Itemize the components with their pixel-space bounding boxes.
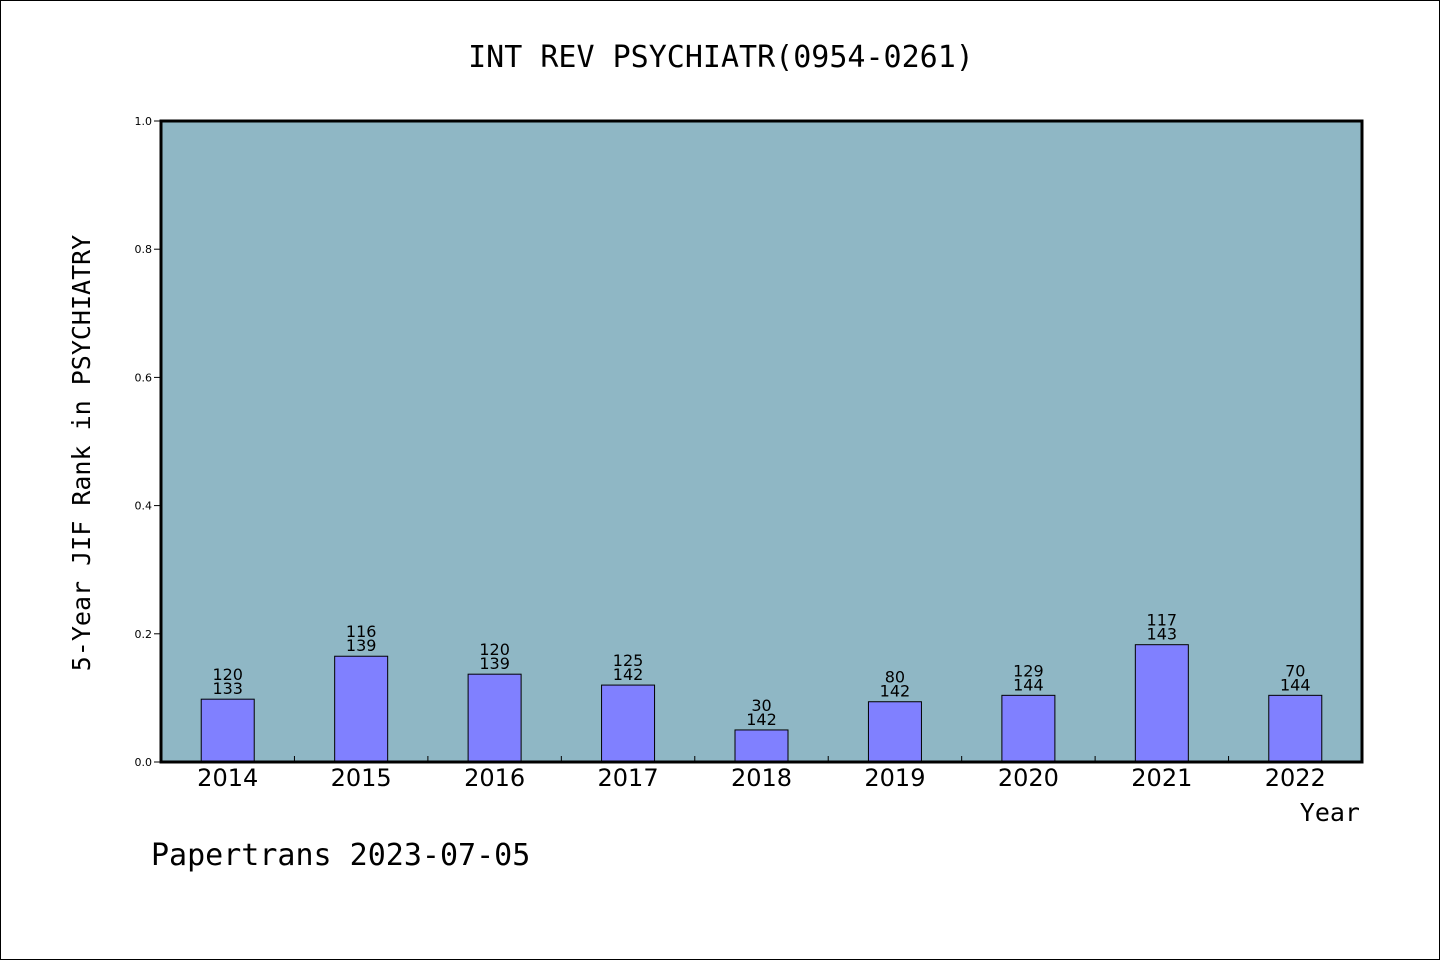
x-tick-label: 2018 [731,764,792,792]
bar-rank-label: 117 [1147,611,1178,630]
y-tick-label: 1.0 [135,115,153,128]
bar-total-label: 139 [479,654,510,673]
bar-2021 [1134,644,1189,763]
y-tick-label: 0.0 [135,756,153,769]
y-tick-label: 0.4 [135,500,153,513]
bar-rank-label: 120 [479,640,510,659]
bar-2017 [601,684,656,763]
bar-total-label: 142 [746,710,777,729]
bar-rank-label: 120 [212,665,243,684]
bar-rank-label: 125 [613,651,644,670]
x-tick-label: 2014 [197,764,258,792]
bar-total-label: 133 [212,679,243,698]
bar-total-label: 144 [1013,675,1044,694]
plot-border [159,119,1364,764]
bar-total-label: 144 [1280,675,1311,694]
bar-total-label: 142 [613,665,644,684]
y-tick-label: 0.8 [135,243,153,256]
y-tick-label: 0.2 [135,628,153,641]
chart-title: INT REV PSYCHIATR(0954-0261) [468,40,974,75]
bar-2015 [334,655,389,763]
footer-credit: Papertrans 2023-07-05 [151,838,530,873]
bar-2022 [1268,694,1323,763]
bar-2020 [1001,694,1056,763]
x-tick-label: 2016 [464,764,525,792]
x-tick-label: 2019 [864,764,925,792]
bar-rank-label: 70 [1285,661,1305,680]
bar-total-label: 142 [880,682,911,701]
x-tick-label: 2020 [998,764,1059,792]
y-tick-label: 0.6 [135,371,153,384]
y-axis-ticks: 0.0 0.2 0.4 0.6 0.8 1.0 [135,115,161,769]
bars-group [200,644,1323,763]
bar-2016 [467,673,522,763]
bar-total-label: 139 [346,636,377,655]
bar-2014 [200,698,255,763]
x-tick-label: 2021 [1131,764,1192,792]
bar-total-label: 143 [1147,625,1178,644]
bar-rank-label: 129 [1013,661,1044,680]
bar-rank-label: 80 [885,668,905,687]
x-tick-label: 2017 [598,764,659,792]
bar-rank-label: 30 [751,696,771,715]
x-tick-label: 2022 [1265,764,1326,792]
x-axis-ticks: 2014 2015 2016 2017 2018 2019 2020 2021 2022 [197,756,1326,792]
x-tick-label: 2015 [331,764,392,792]
bar-2018 [734,729,789,763]
x-axis-label: Year [1300,798,1360,827]
bar-2019 [867,701,922,763]
y-axis-label: 5-Year JIF Rank in PSYCHIATRY [67,235,96,672]
bar-rank-label: 116 [346,622,377,641]
